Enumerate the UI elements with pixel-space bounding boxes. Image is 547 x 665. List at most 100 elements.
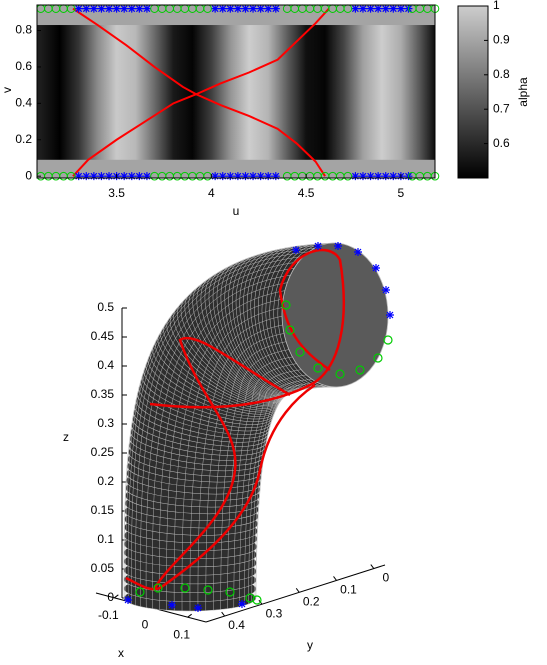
z-tick-label: 0 xyxy=(107,590,114,604)
tube-meridian xyxy=(189,316,283,612)
surface-curve xyxy=(125,383,316,591)
marker xyxy=(127,4,136,13)
tube-meridian xyxy=(251,382,318,603)
z-tick-label: 0.35 xyxy=(91,387,115,401)
tube-meridian xyxy=(135,256,304,606)
surface-marker xyxy=(285,325,295,335)
marker xyxy=(74,4,83,13)
y-tick-label: 0 xyxy=(382,571,389,585)
tube-meridian xyxy=(227,356,293,609)
tube-meridian xyxy=(197,324,283,611)
surface-marker xyxy=(334,242,342,250)
surface-marker xyxy=(386,311,394,319)
surface-marker xyxy=(153,583,163,593)
tube xyxy=(123,242,389,612)
surface-marker xyxy=(355,365,365,375)
stripes xyxy=(37,25,435,160)
tube-meridian xyxy=(158,282,288,610)
marker xyxy=(89,4,98,13)
surface-marker xyxy=(180,583,190,593)
x-axis-label: x xyxy=(118,646,124,660)
surface-marker xyxy=(382,286,390,294)
marker xyxy=(226,4,235,13)
y-tick-label: 0.8 xyxy=(15,23,32,37)
tube-meridian xyxy=(127,247,315,603)
tube-meridian xyxy=(152,274,291,609)
surface-marker xyxy=(354,248,362,256)
marker xyxy=(135,4,144,13)
marker xyxy=(358,4,367,13)
marker xyxy=(105,172,114,181)
marker xyxy=(226,172,235,181)
surface-marker xyxy=(281,300,291,310)
z-tick-label: 0.3 xyxy=(97,416,114,430)
surface-marker xyxy=(135,587,145,597)
marker xyxy=(142,172,151,181)
x-tick xyxy=(187,613,192,618)
z-tick-label: 0.05 xyxy=(91,561,115,575)
z-tick-label: 0.25 xyxy=(91,445,115,459)
marker xyxy=(241,4,250,13)
surface-marker xyxy=(383,335,393,345)
marker xyxy=(264,4,273,13)
marker xyxy=(89,172,98,181)
marker xyxy=(389,4,398,13)
z-tick-label: 0.45 xyxy=(91,329,115,343)
curve xyxy=(72,7,330,177)
marker xyxy=(120,4,129,13)
surface-marker xyxy=(194,604,202,612)
x-tick-label: 0 xyxy=(142,618,149,632)
colorbar-tick-label: 0.9 xyxy=(493,33,510,47)
plot-frame xyxy=(36,4,436,179)
y-tick-label: 0 xyxy=(25,168,32,182)
marker xyxy=(66,171,76,181)
y-tick-label: 0.4 xyxy=(228,618,245,632)
z-tick-label: 0.5 xyxy=(97,300,114,314)
y-tick-label: 0.6 xyxy=(15,59,32,73)
marker xyxy=(74,172,83,181)
x-tick-label: -0.1 xyxy=(98,608,119,622)
marker xyxy=(105,4,114,13)
marker xyxy=(389,172,398,181)
x-tick xyxy=(114,594,119,599)
marker xyxy=(271,4,280,13)
y-tick-label: 0.3 xyxy=(266,606,283,620)
y-tick xyxy=(221,611,226,617)
tube-meridian xyxy=(125,245,321,602)
surface-marker xyxy=(168,601,176,609)
tube-meridian xyxy=(166,290,285,611)
x-tick-label: 5 xyxy=(398,186,405,200)
surface-marker xyxy=(292,246,300,254)
z-tick-label: 0.15 xyxy=(91,503,115,517)
marker xyxy=(256,4,265,13)
tube-meridian xyxy=(173,298,284,611)
tube-meridian xyxy=(145,267,295,608)
colorbar xyxy=(457,5,489,179)
marker xyxy=(233,4,242,13)
tube-meridian xyxy=(140,261,299,607)
y-tick-label: 0.2 xyxy=(15,132,32,146)
marker xyxy=(211,4,220,13)
z-tick-label: 0.4 xyxy=(97,358,114,372)
y-tick xyxy=(295,588,300,593)
marker xyxy=(358,172,367,181)
marker xyxy=(264,172,273,181)
marker xyxy=(381,4,390,13)
marker xyxy=(82,4,91,13)
marker xyxy=(381,172,390,181)
surface-marker xyxy=(335,369,345,379)
marker xyxy=(256,172,265,181)
surface-curve xyxy=(153,336,291,589)
tube-meridian xyxy=(253,384,325,602)
marker xyxy=(374,172,383,181)
marker xyxy=(218,172,227,181)
marker xyxy=(120,172,129,181)
y-axis-label: y xyxy=(307,638,313,652)
surface-marker xyxy=(372,264,380,272)
marker xyxy=(97,4,106,13)
surface-marker xyxy=(373,353,383,363)
surface-marker xyxy=(238,600,246,608)
surface-marker xyxy=(203,585,213,595)
marker xyxy=(82,172,91,181)
